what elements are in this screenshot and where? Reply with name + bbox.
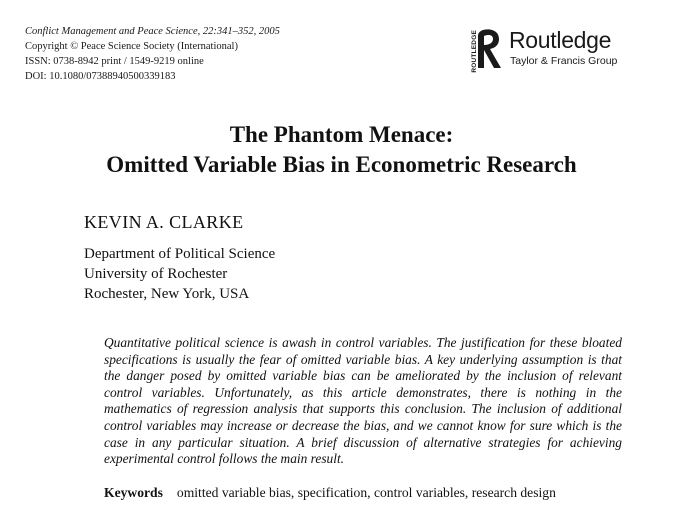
title-line-2: Omitted Variable Bias in Econometric Res…	[106, 152, 577, 177]
title-line-1: The Phantom Menace:	[229, 122, 454, 147]
citation-block: Conflict Management and Peace Science, 2…	[25, 24, 280, 84]
affiliation-department: Department of Political Science	[84, 246, 276, 262]
keywords-list: omitted variable bias, specification, co…	[176, 485, 556, 500]
affiliation-university: University of Rochester	[84, 266, 228, 282]
copyright-line: Copyright © Peace Science Society (Inter…	[25, 41, 238, 52]
keywords-line: Keywords omitted variable bias, specifica…	[104, 484, 556, 502]
publisher-logo: ROUTLEDGE Routledge Taylor & Francis Gro…	[469, 26, 639, 73]
abstract: Quantitative political science is awash …	[104, 335, 622, 467]
journal-citation: Conflict Management and Peace Science, 2…	[25, 26, 280, 37]
author-affiliation: Department of Political Science Universi…	[84, 244, 275, 304]
article-title: The Phantom Menace: Omitted Variable Bia…	[0, 120, 683, 180]
publisher-name: Routledge	[509, 27, 612, 53]
doi-line[interactable]: DOI: 10.1080/07388940500339183	[25, 71, 176, 82]
author-name: KEVIN A. CLARKE	[84, 212, 244, 232]
issn-line: ISSN: 0738-8942 print / 1549-9219 online	[25, 56, 204, 67]
routledge-r-logo-icon	[478, 29, 501, 68]
affiliation-location: Rochester, New York, USA	[84, 286, 250, 302]
publisher-group: Taylor & Francis Group	[510, 55, 618, 67]
keywords-label: Keywords	[104, 485, 163, 500]
